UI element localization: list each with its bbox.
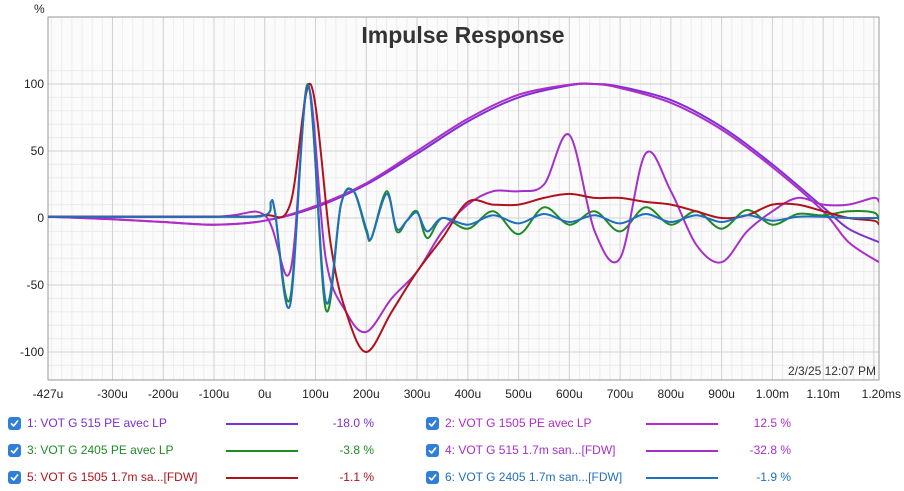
legend-series-value: -18.0 % — [332, 416, 374, 430]
legend-line-swatch — [226, 450, 298, 452]
checkmark-icon — [10, 473, 19, 481]
y-axis-unit-label: % — [34, 2, 45, 16]
x-tick-label: 100u — [302, 387, 329, 401]
series-visibility-checkbox[interactable] — [426, 470, 439, 484]
legend-series-value: -3.8 % — [339, 443, 374, 457]
legend-entry-3: 3: VOT G 2405 PE avec LP — [8, 439, 174, 461]
legend-series-value: 12.5 % — [753, 416, 791, 430]
legend-series-value: -1.9 % — [756, 470, 791, 484]
x-tick-label: 300u — [404, 387, 431, 401]
x-tick-label: -200u — [148, 387, 179, 401]
legend-line-swatch — [226, 423, 298, 425]
x-tick-label: 500u — [505, 387, 532, 401]
series-lines — [48, 82, 879, 354]
x-tick-label: -427u — [33, 387, 64, 401]
x-tick-label: 400u — [454, 387, 481, 401]
series-visibility-checkbox[interactable] — [8, 416, 21, 430]
chart-timestamp: 2/3/25 12:07 PM — [788, 364, 876, 378]
x-tick-label: 900u — [708, 387, 735, 401]
legend-entry-6: 6: VOT G 2405 1.7m san...[FDW] — [426, 466, 622, 488]
chart-title: Impulse Response — [361, 22, 564, 48]
series-visibility-checkbox[interactable] — [426, 416, 439, 430]
legend-series-name: 1: VOT G 515 PE avec LP — [27, 416, 167, 430]
x-tick-label: 700u — [607, 387, 634, 401]
x-tick-label: 200u — [353, 387, 380, 401]
x-tick-label: -100u — [199, 387, 230, 401]
x-tick-label: 1.00m — [756, 387, 789, 401]
legend-series-name: 5: VOT G 1505 1.7m sa...[FDW] — [27, 470, 198, 484]
legend-entry-2: 2: VOT G 1505 PE avec LP — [426, 412, 592, 434]
legend-entry-1: 1: VOT G 515 PE avec LP — [8, 412, 167, 434]
x-tick-label: 1.20ms — [862, 387, 901, 401]
series-visibility-checkbox[interactable] — [8, 470, 21, 484]
legend-series-name: 3: VOT G 2405 PE avec LP — [27, 443, 174, 457]
series-line-5 — [48, 82, 879, 354]
series-line-6 — [48, 84, 879, 309]
checkmark-icon — [10, 419, 19, 427]
legend-line-swatch — [646, 423, 718, 425]
x-tick-labels: -427u -300u -200u -100u 0u 100u 200u 300u 400u 50… — [33, 387, 901, 401]
legend-line-swatch — [646, 477, 718, 479]
legend-line-swatch — [646, 450, 718, 452]
x-tick-label: -300u — [97, 387, 128, 401]
legend-line-swatch — [226, 477, 298, 479]
legend-series-name: 6: VOT G 2405 1.7m san...[FDW] — [445, 470, 623, 484]
checkmark-icon — [10, 446, 19, 454]
x-tick-label: 800u — [658, 387, 685, 401]
y-tick-label: -50 — [27, 278, 45, 292]
legend-entry-5: 5: VOT G 1505 1.7m sa...[FDW] — [8, 466, 198, 488]
y-tick-labels: 100 50 0 -50 -100 — [20, 77, 44, 359]
checkmark-icon — [428, 419, 437, 427]
legend-series-value: -32.8 % — [749, 443, 791, 457]
series-line-2 — [48, 82, 879, 264]
x-tick-label: 0u — [258, 387, 271, 401]
y-tick-label: 0 — [37, 211, 44, 225]
legend-entry-4: 4: VOT G 515 1.7m san...[FDW] — [426, 439, 616, 461]
plot-frame — [47, 16, 880, 381]
y-tick-label: 50 — [31, 144, 45, 158]
legend-series-value: -1.1 % — [339, 470, 374, 484]
y-tick-label: -100 — [20, 345, 44, 359]
legend-series-name: 4: VOT G 515 1.7m san...[FDW] — [445, 443, 616, 457]
checkmark-icon — [428, 446, 437, 454]
series-visibility-checkbox[interactable] — [426, 443, 439, 457]
series-visibility-checkbox[interactable] — [8, 443, 21, 457]
x-tick-label: 1.10m — [806, 387, 839, 401]
plot-background — [48, 17, 879, 380]
legend-series-name: 2: VOT G 1505 PE avec LP — [445, 416, 592, 430]
checkmark-icon — [428, 473, 437, 481]
x-tick-label: 600u — [556, 387, 583, 401]
y-tick-label: 100 — [24, 77, 44, 91]
